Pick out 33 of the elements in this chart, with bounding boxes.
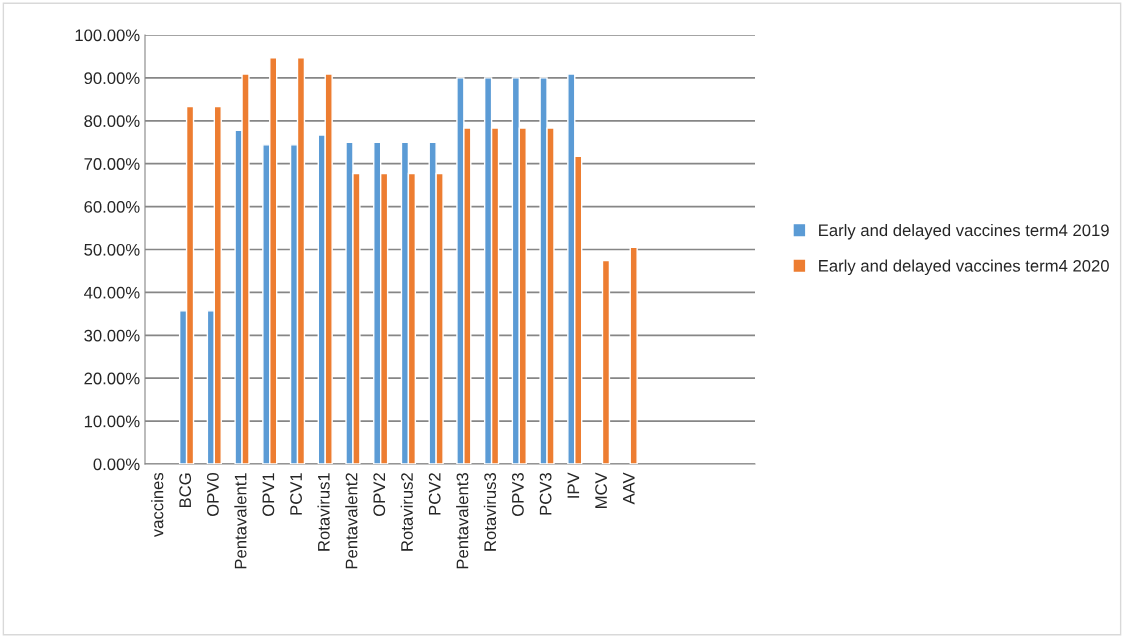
x-tick-label: BCG bbox=[179, 473, 192, 508]
y-tick-label: 90.00% bbox=[84, 72, 140, 85]
legend-label: Early and delayed vaccines term4 2019 bbox=[819, 223, 1109, 240]
y-tick-label: 50.00% bbox=[84, 243, 140, 256]
y-tick-label: 40.00% bbox=[84, 286, 140, 299]
x-tick-label: MCV bbox=[595, 472, 607, 508]
x-tick-label: OPV1 bbox=[262, 473, 275, 517]
bar bbox=[629, 246, 638, 464]
x-tick-label: OPV0 bbox=[206, 472, 219, 517]
legend-label: Early and delayed vaccines term4 2020 bbox=[819, 259, 1109, 276]
y-tick-label: 20.00% bbox=[84, 372, 140, 385]
x-tick-label: PCV1 bbox=[290, 473, 302, 515]
bar bbox=[601, 259, 611, 464]
x-tick-label: Pentavalent1 bbox=[234, 473, 247, 569]
x-tick-label: Pentavalent3 bbox=[456, 473, 469, 569]
x-tick-label: PCV2 bbox=[428, 473, 441, 515]
x-tick-label: Rotavirus1 bbox=[317, 473, 330, 551]
x-tick-label: Rotavirus2 bbox=[400, 473, 413, 551]
x-tick-label: IPV bbox=[567, 472, 580, 498]
x-tick-label: OPV3 bbox=[511, 473, 524, 517]
y-tick-label: 100.00% bbox=[75, 29, 140, 42]
x-tick-label: PCV3 bbox=[539, 473, 552, 515]
y-tick-label: 0.00% bbox=[93, 458, 140, 471]
x-tick-label: Rotavirus3 bbox=[483, 473, 497, 551]
x-tick-label: AAV bbox=[623, 472, 635, 505]
y-tick-label: 60.00% bbox=[84, 201, 140, 213]
x-tick-label: OPV2 bbox=[373, 473, 386, 517]
y-tick-label: 30.00% bbox=[84, 329, 140, 342]
y-tick-label: 70.00% bbox=[84, 158, 140, 170]
x-tick-label: Pentavalent2 bbox=[345, 473, 358, 569]
y-tick-label: 10.00% bbox=[84, 415, 140, 428]
x-tick-label: vaccines bbox=[151, 472, 164, 538]
y-tick-label: 80.00% bbox=[84, 115, 140, 127]
